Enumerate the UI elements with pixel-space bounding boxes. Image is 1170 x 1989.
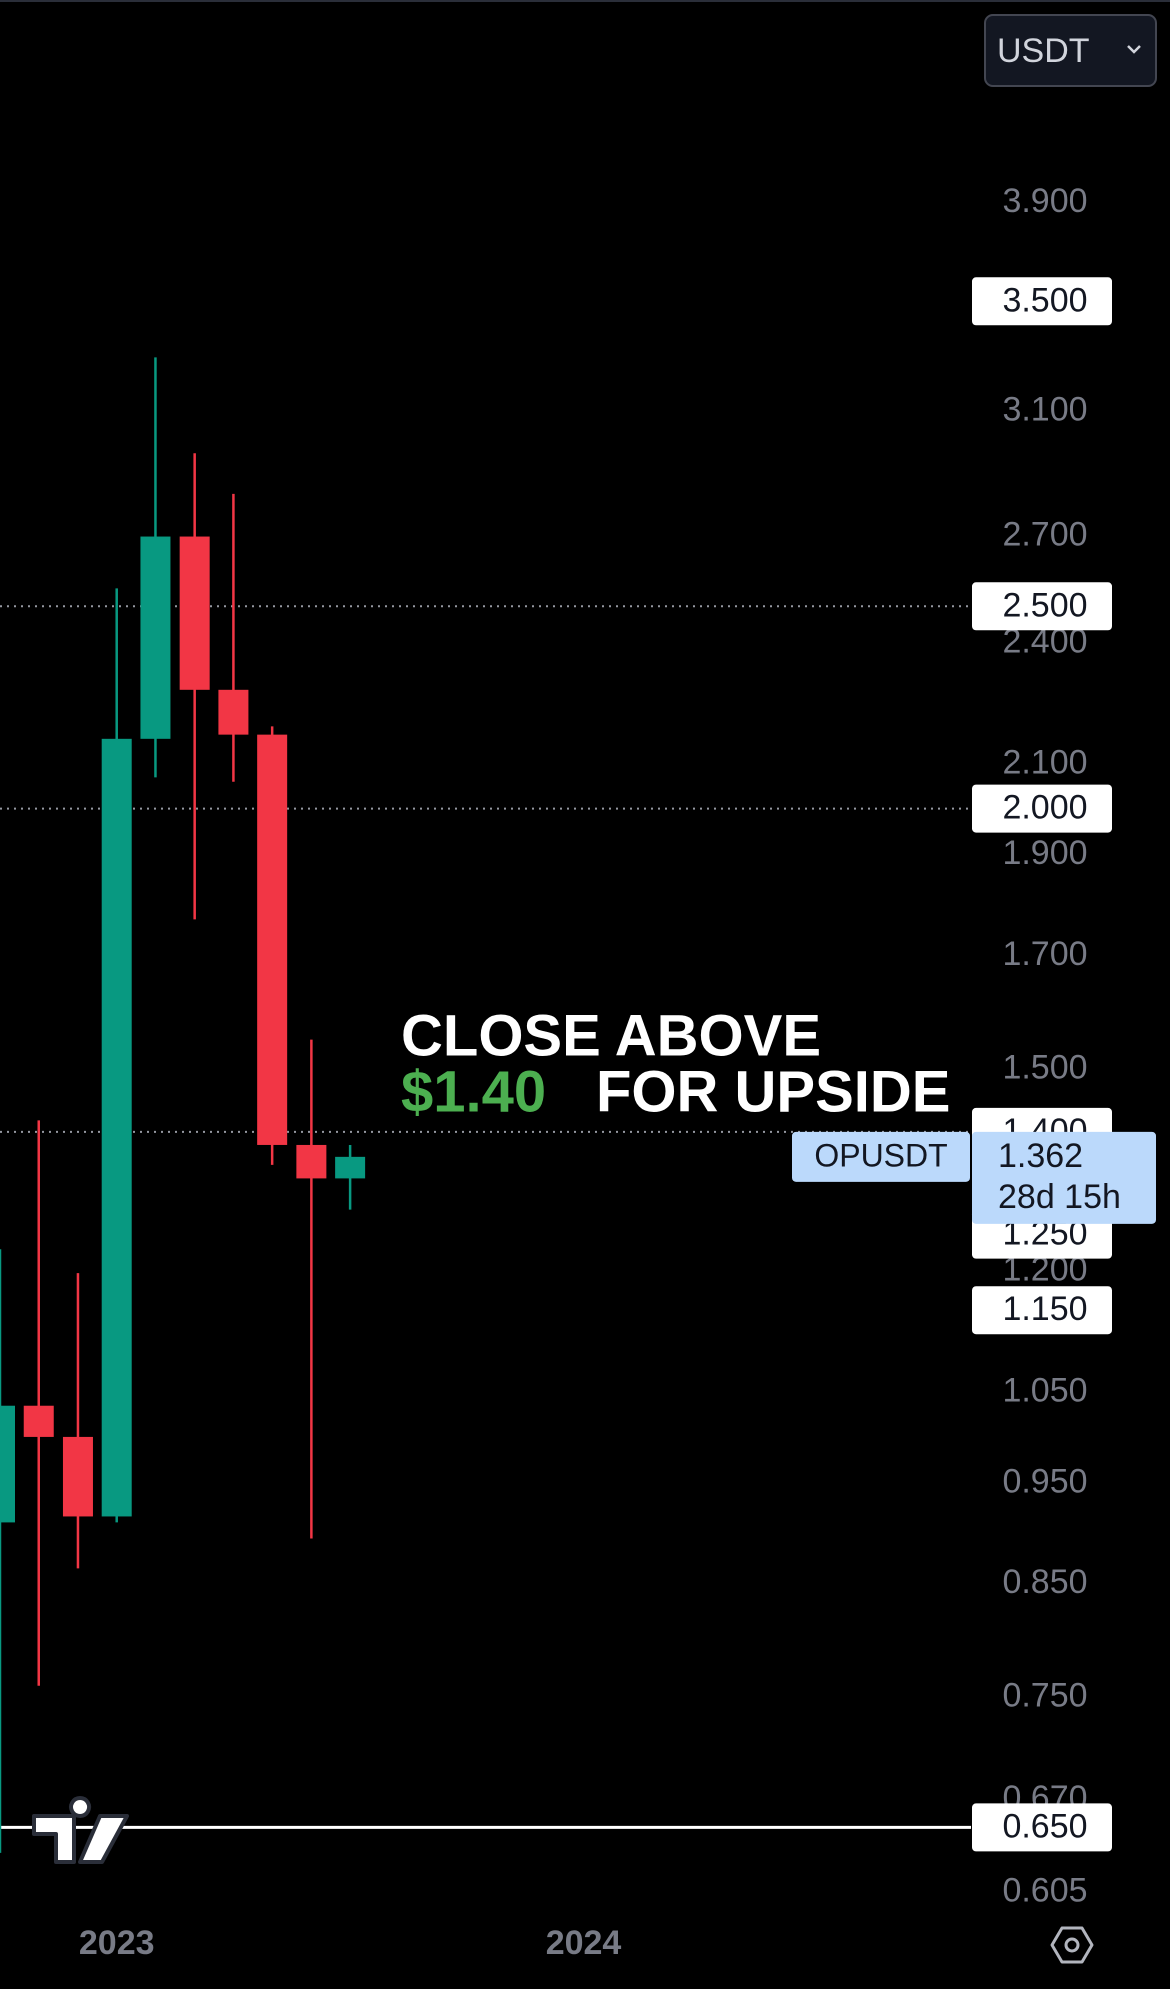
tradingview-logo	[32, 1796, 129, 1864]
last-price-value: 1.362	[998, 1137, 1083, 1175]
candle-body	[296, 1144, 327, 1179]
y-tick-label: 0.750	[1002, 1677, 1087, 1715]
candle-body	[0, 1405, 15, 1523]
candle-body	[335, 1156, 366, 1179]
level-label-box	[972, 1803, 1112, 1852]
x-tick-label: 2023	[79, 1924, 155, 1962]
candle-body	[23, 1405, 54, 1437]
settings-icon[interactable]	[1050, 1926, 1094, 1964]
annotation-line2: FOR UPSIDE	[596, 1059, 951, 1124]
candle-body	[257, 734, 288, 1145]
level-label-box	[972, 784, 1112, 833]
level-label: 2.000	[1002, 789, 1087, 827]
last-price-symbol: OPUSDT	[814, 1137, 947, 1173]
currency-selector[interactable]	[984, 14, 1157, 87]
annotation-line1: CLOSE ABOVE	[401, 1003, 821, 1068]
candle-body	[101, 738, 132, 1517]
y-tick-label: 2.100	[1002, 743, 1087, 781]
currency-selector-label[interactable]: USDT	[997, 32, 1090, 70]
candle-body	[140, 536, 171, 739]
candle-body	[179, 536, 210, 690]
level-label-box	[972, 277, 1112, 326]
annotation-highlight: $1.40	[401, 1059, 546, 1124]
y-tick-label: 1.500	[1002, 1048, 1087, 1086]
candle-body	[62, 1436, 93, 1517]
candle-body	[218, 689, 249, 735]
y-tick-label: 1.900	[1002, 834, 1087, 872]
dropdown-arrow	[1127, 45, 1141, 54]
last-price-countdown: 28d 15h	[998, 1178, 1121, 1216]
level-label-box	[972, 1286, 1112, 1335]
last-price-symbol-box	[792, 1131, 970, 1182]
y-tick-label: 0.950	[1002, 1462, 1087, 1500]
level-label: 3.500	[1002, 281, 1087, 319]
y-tick-label: 0.605	[1002, 1871, 1087, 1909]
level-label-box	[972, 582, 1112, 631]
level-label: 0.650	[1002, 1807, 1087, 1845]
level-label: 2.500	[1002, 586, 1087, 624]
level-label: 1.150	[1002, 1290, 1087, 1328]
y-tick-label: 1.050	[1002, 1372, 1087, 1410]
y-tick-label: 2.700	[1002, 516, 1087, 554]
y-tick-label: 3.100	[1002, 390, 1087, 428]
x-tick-label: 2024	[546, 1924, 622, 1962]
y-tick-label: 1.700	[1002, 935, 1087, 973]
last-price-box	[972, 1131, 1156, 1224]
y-tick-label: 0.850	[1002, 1563, 1087, 1601]
y-tick-label: 3.900	[1002, 182, 1087, 220]
